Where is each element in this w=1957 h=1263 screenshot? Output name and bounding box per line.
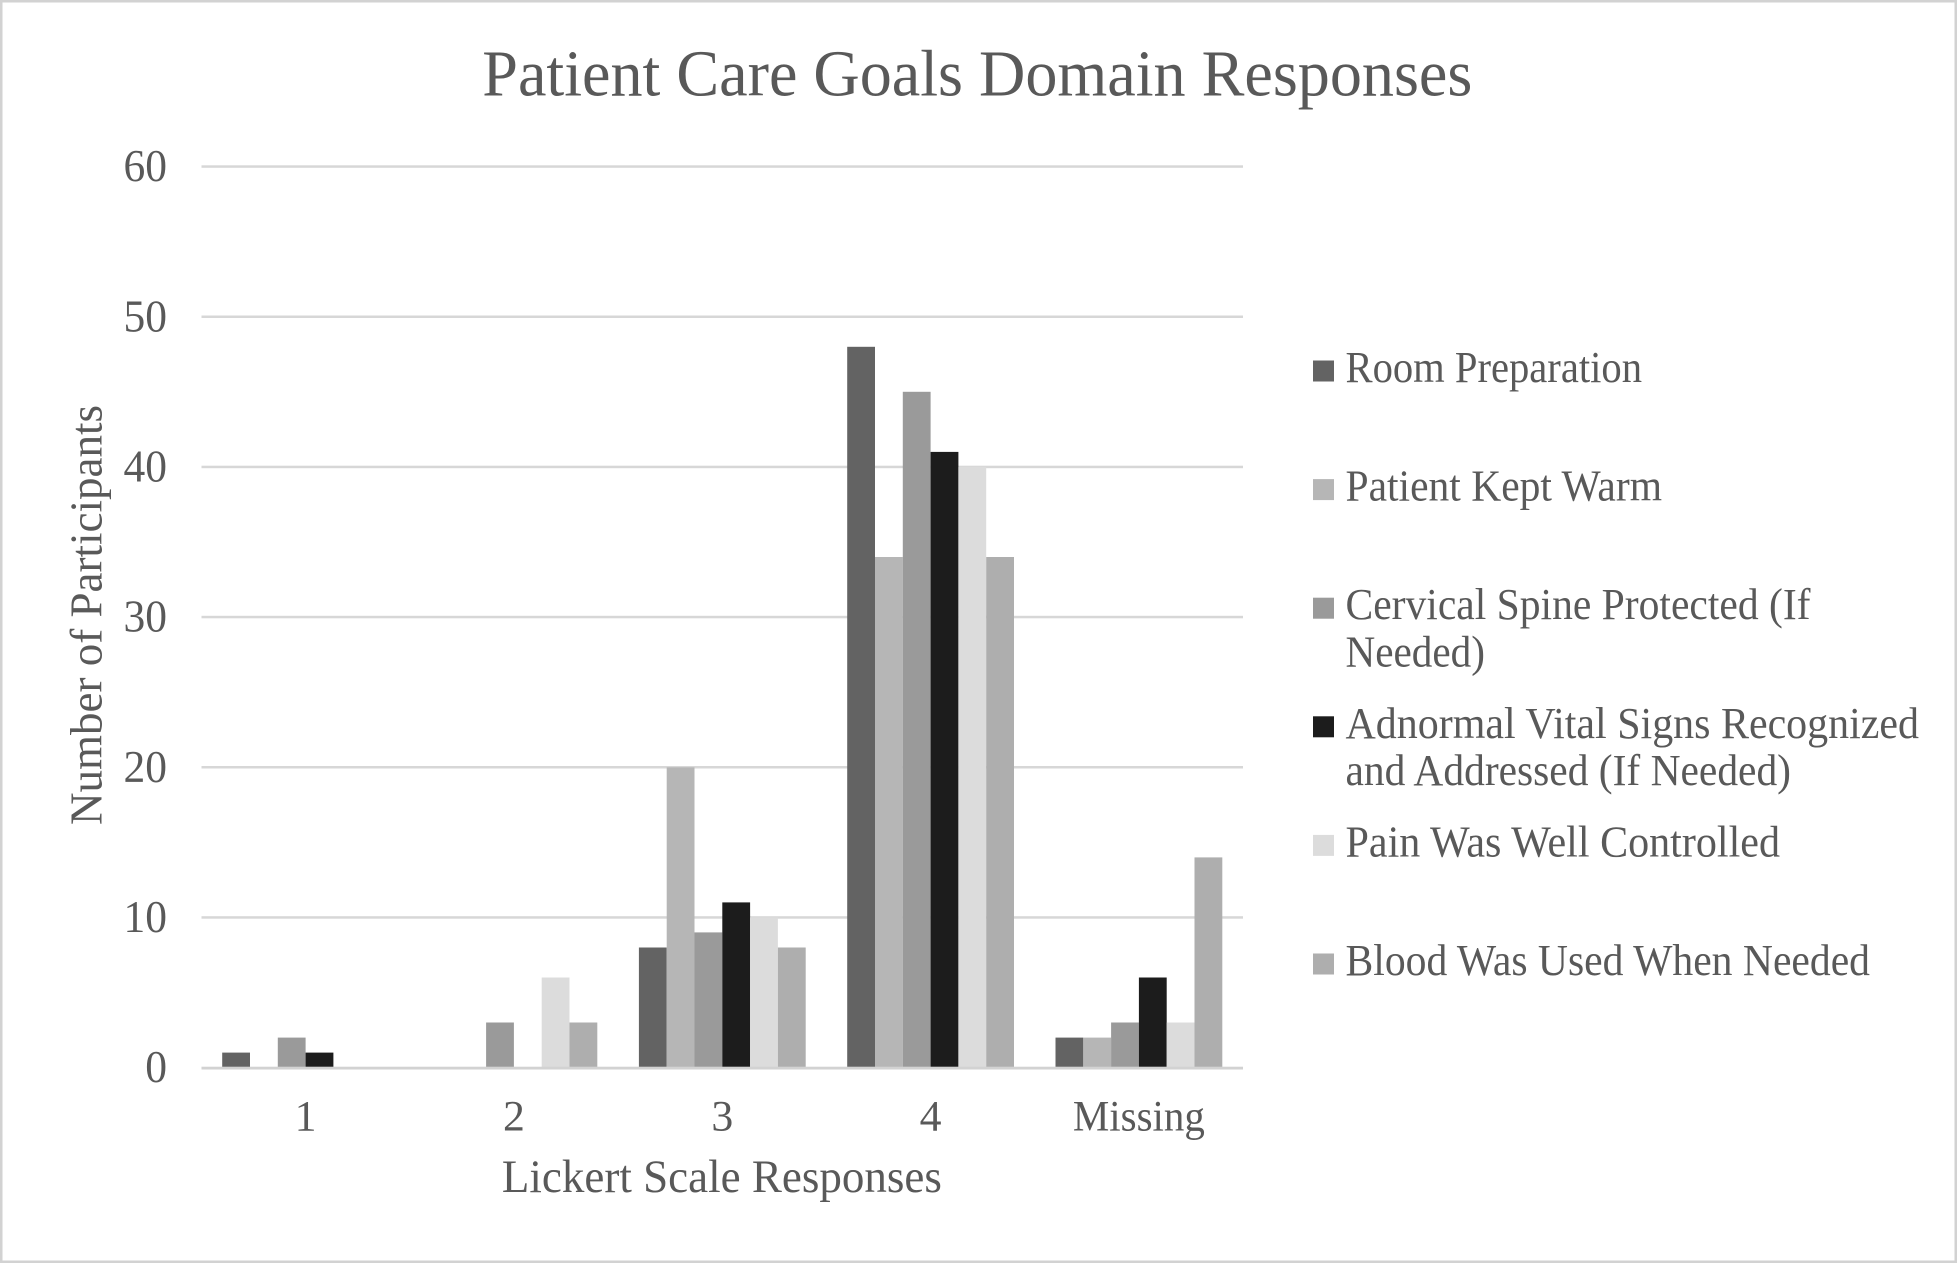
svg-text:Lickert Scale Responses: Lickert Scale Responses <box>502 1152 942 1203</box>
svg-text:10: 10 <box>124 891 168 942</box>
svg-text:Missing: Missing <box>1073 1092 1205 1140</box>
svg-text:Pain Was Well Controlled: Pain Was Well Controlled <box>1346 816 1781 866</box>
svg-text:0: 0 <box>145 1041 167 1092</box>
svg-text:Needed): Needed) <box>1346 627 1486 677</box>
svg-text:and Addressed (If Needed): and Addressed (If Needed) <box>1346 745 1792 795</box>
svg-text:30: 30 <box>124 591 168 642</box>
svg-text:2: 2 <box>503 1092 525 1140</box>
svg-text:40: 40 <box>124 441 168 492</box>
svg-text:Blood Was Used When Needed: Blood Was Used When Needed <box>1346 935 1871 985</box>
svg-text:4: 4 <box>920 1092 942 1140</box>
svg-text:1: 1 <box>295 1092 317 1140</box>
svg-text:20: 20 <box>124 741 168 792</box>
svg-text:Cervical Spine Protected (If: Cervical Spine Protected (If <box>1346 579 1811 629</box>
svg-text:3: 3 <box>711 1092 733 1140</box>
svg-text:Patient Care Goals Domain Resp: Patient Care Goals Domain Responses <box>482 37 1472 110</box>
svg-text:Number of Participants: Number of Participants <box>61 405 112 825</box>
svg-text:60: 60 <box>124 140 168 191</box>
svg-text:50: 50 <box>124 290 168 341</box>
svg-text:Adnormal Vital Signs Recognize: Adnormal Vital Signs Recognized <box>1346 698 1920 748</box>
svg-text:Patient Kept Warm: Patient Kept Warm <box>1346 461 1663 511</box>
svg-text:Room Preparation: Room Preparation <box>1346 342 1643 392</box>
